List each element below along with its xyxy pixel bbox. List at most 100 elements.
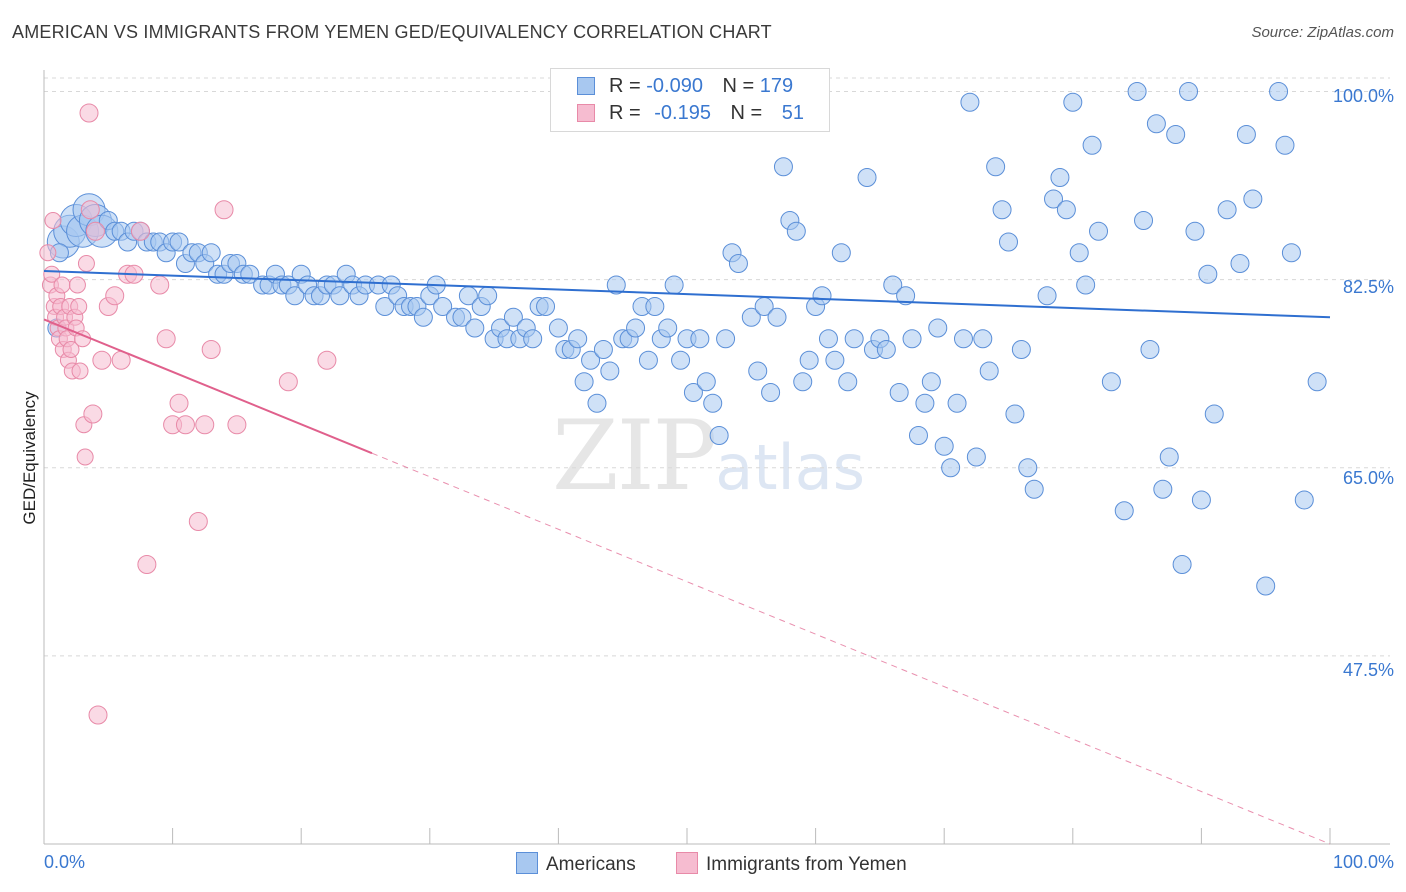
american-point-146 — [1037, 286, 1057, 306]
american-point-130 — [928, 318, 948, 338]
american-point-149 — [1056, 200, 1076, 220]
american-point-95 — [690, 329, 710, 349]
yemen-point-0 — [39, 244, 57, 262]
american-point-91 — [664, 275, 684, 295]
american-point-132 — [941, 458, 961, 478]
american-point-111 — [799, 350, 819, 370]
y-tick-label-82-5: 82.5% — [1342, 277, 1394, 297]
american-point-99 — [716, 329, 736, 349]
american-point-145 — [1024, 479, 1044, 499]
american-point-85 — [626, 318, 646, 338]
yemen-point-51 — [317, 350, 337, 370]
american-point-155 — [1101, 372, 1121, 392]
yemen-point-39 — [137, 555, 157, 574]
bottom-legend-swatch-pink — [676, 852, 698, 874]
american-point-116 — [831, 243, 851, 263]
american-point-151 — [1069, 243, 1089, 263]
american-point-179 — [1307, 372, 1327, 392]
american-point-113 — [812, 286, 832, 306]
american-point-77 — [574, 372, 594, 392]
yemen-point-34 — [105, 286, 125, 306]
american-point-131 — [934, 436, 954, 456]
correlation-legend: R = -0.090 N = 179 R = -0.195 N = 51 — [550, 68, 830, 132]
american-point-42 — [330, 286, 350, 306]
american-point-127 — [908, 426, 928, 445]
american-point-136 — [966, 447, 986, 467]
american-point-94 — [683, 383, 703, 402]
yemen-point-26 — [77, 255, 95, 272]
american-point-137 — [973, 329, 993, 349]
american-point-117 — [838, 372, 858, 392]
american-point-176 — [1275, 135, 1295, 155]
american-point-109 — [786, 221, 806, 241]
legend-swatch-pink — [577, 104, 595, 122]
trend-line-1 — [43, 318, 373, 455]
y-tick-label-100: 100.0% — [1332, 86, 1394, 106]
american-point-171 — [1230, 254, 1250, 273]
legend-r-value: -0.090 — [646, 75, 703, 97]
american-point-79 — [587, 393, 607, 413]
x-tick-label-max: 100.0% — [1332, 852, 1394, 872]
american-point-147 — [1044, 189, 1064, 209]
american-point-157 — [1127, 82, 1147, 101]
american-point-161 — [1153, 479, 1173, 499]
american-point-166 — [1185, 221, 1205, 241]
american-point-178 — [1294, 490, 1314, 510]
yemen-point-30 — [85, 221, 105, 241]
american-point-159 — [1140, 340, 1160, 359]
american-point-126 — [902, 329, 922, 349]
american-point-70 — [523, 329, 543, 349]
american-point-35 — [285, 286, 305, 306]
yemen-point-45 — [188, 512, 208, 531]
american-point-103 — [748, 361, 768, 381]
legend-n-value: 51 — [781, 102, 805, 124]
legend-r-value: -0.195 — [654, 102, 711, 124]
american-point-167 — [1191, 490, 1211, 510]
american-point-110 — [793, 372, 813, 392]
american-point-88 — [645, 297, 665, 316]
yemen-point-20 — [68, 276, 86, 294]
chart-title: AMERICAN VS IMMIGRANTS FROM YEMEN GED/EQ… — [12, 22, 772, 42]
american-point-177 — [1281, 243, 1301, 263]
legend-n-value: 179 — [759, 75, 794, 97]
american-point-175 — [1269, 82, 1289, 101]
american-point-107 — [773, 157, 793, 177]
bottom-legend-americans: Americans — [516, 852, 636, 876]
yemen-point-49 — [227, 415, 247, 435]
american-point-23 — [201, 243, 221, 263]
american-point-115 — [825, 350, 845, 370]
american-point-152 — [1076, 275, 1096, 295]
american-point-172 — [1236, 125, 1256, 144]
american-point-170 — [1217, 200, 1237, 220]
american-point-123 — [883, 275, 903, 295]
yemen-point-29 — [83, 404, 103, 424]
american-point-119 — [857, 168, 877, 187]
y-tick-label-47-5: 47.5% — [1342, 660, 1394, 680]
american-point-81 — [600, 361, 620, 381]
american-point-80 — [593, 340, 613, 359]
american-point-144 — [1018, 458, 1038, 478]
american-point-59 — [452, 307, 472, 327]
american-point-118 — [844, 329, 864, 349]
american-point-139 — [986, 157, 1006, 177]
bottom-legend-label: Americans — [546, 854, 636, 875]
yemen-point-25 — [76, 448, 94, 466]
american-point-92 — [671, 350, 691, 370]
yemen-point-27 — [79, 103, 99, 123]
american-point-87 — [638, 350, 658, 370]
trend-line-0 — [43, 270, 1331, 319]
american-point-154 — [1089, 221, 1109, 241]
american-point-72 — [536, 297, 556, 316]
american-point-140 — [992, 200, 1012, 220]
yemen-point-41 — [156, 329, 176, 349]
american-point-82 — [606, 275, 626, 295]
american-point-48 — [375, 297, 395, 316]
yemen-point-46 — [195, 415, 215, 435]
yemen-point-22 — [71, 362, 89, 380]
american-point-158 — [1134, 211, 1154, 230]
american-point-133 — [947, 393, 967, 413]
american-point-125 — [896, 286, 916, 306]
bottom-legend-yemen: Immigrants from Yemen — [676, 852, 907, 876]
american-point-67 — [503, 307, 523, 327]
